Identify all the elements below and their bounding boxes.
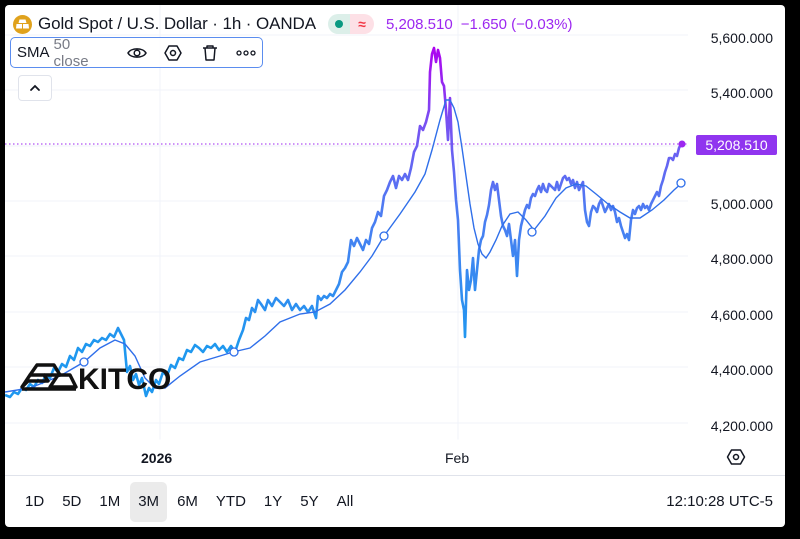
symbol-title[interactable]: Gold Spot / U.S. Dollar · 1h · OANDA	[38, 14, 316, 33]
price-change: −1.650 (−0.03%)	[460, 15, 573, 33]
price-axis-label: 4,600.000	[710, 307, 773, 323]
range-all-button[interactable]: All	[336, 493, 354, 510]
range-toolbar: 1D 5D 1M 3M 6M YTD 1Y 5Y All 12:10:28 UT…	[5, 475, 785, 527]
approx-icon: ≈	[349, 14, 374, 34]
time-axis-label-feb: Feb	[445, 450, 470, 466]
kitco-watermark-logo: KITCO	[20, 360, 190, 399]
chart-panel: KITCO Gold Spot / U.S. Dollar · 1h · OAN…	[5, 5, 785, 527]
time-axis-label-2026: 2026	[141, 450, 173, 466]
range-6m-button[interactable]: 6M	[177, 493, 198, 510]
market-open-indicator	[327, 14, 350, 34]
last-price: 5,208.510	[385, 15, 453, 33]
trash-icon[interactable]	[193, 40, 225, 66]
sma-series-line	[5, 99, 683, 393]
range-ytd-button[interactable]: YTD	[215, 493, 246, 510]
settings-icon[interactable]	[726, 448, 746, 471]
grid-lines	[5, 5, 688, 440]
price-series-line	[5, 46, 683, 399]
range-5y-button[interactable]: 5Y	[300, 493, 319, 510]
range-5d-button[interactable]: 5D	[62, 493, 82, 510]
quote-values: 5,208.510 −1.650 (−0.03%)	[386, 16, 572, 33]
green-dot-icon	[334, 20, 343, 28]
kitco-text: KITCO	[78, 363, 171, 394]
chevron-up-icon	[30, 84, 40, 91]
gold-bars-icon	[13, 14, 32, 34]
symbol-header: Gold Spot / U.S. Dollar · 1h · OANDA ≈ 5…	[13, 12, 572, 36]
price-axis-label: 4,200.000	[710, 418, 773, 434]
price-axis-label: 5,400.000	[710, 85, 773, 101]
eye-icon[interactable]	[121, 40, 153, 66]
indicator-legend[interactable]: SMA 50 close	[10, 35, 263, 70]
price-axis-label: 5,000.000	[710, 196, 773, 212]
price-axis-label: 4,400.000	[710, 362, 773, 378]
last-price-dot	[678, 140, 686, 148]
range-selector: 1D 5D 1M 3M 6M YTD 1Y 5Y All	[17, 481, 361, 522]
timezone-clock[interactable]: 12:10:28 UTC-5	[666, 493, 773, 510]
indicator-params: 50 close	[53, 35, 89, 70]
more-icon[interactable]	[230, 40, 262, 66]
price-axis-label: 5,600.000	[710, 30, 773, 46]
indicator-name: SMA	[17, 44, 50, 61]
current-price-tag: 5,208.510	[696, 135, 777, 155]
sma-markers	[79, 178, 686, 367]
market-status-pill[interactable]: ≈	[327, 14, 374, 34]
price-chart[interactable]	[5, 5, 785, 475]
range-1d-button[interactable]: 1D	[25, 493, 45, 510]
range-1m-button[interactable]: 1M	[99, 493, 121, 510]
collapse-legend-button[interactable]	[18, 75, 52, 101]
price-axis-label: 4,800.000	[710, 251, 773, 267]
range-3m-button[interactable]: 3M	[130, 481, 168, 522]
settings-icon[interactable]	[157, 40, 189, 66]
range-1y-button[interactable]: 1Y	[263, 493, 283, 510]
